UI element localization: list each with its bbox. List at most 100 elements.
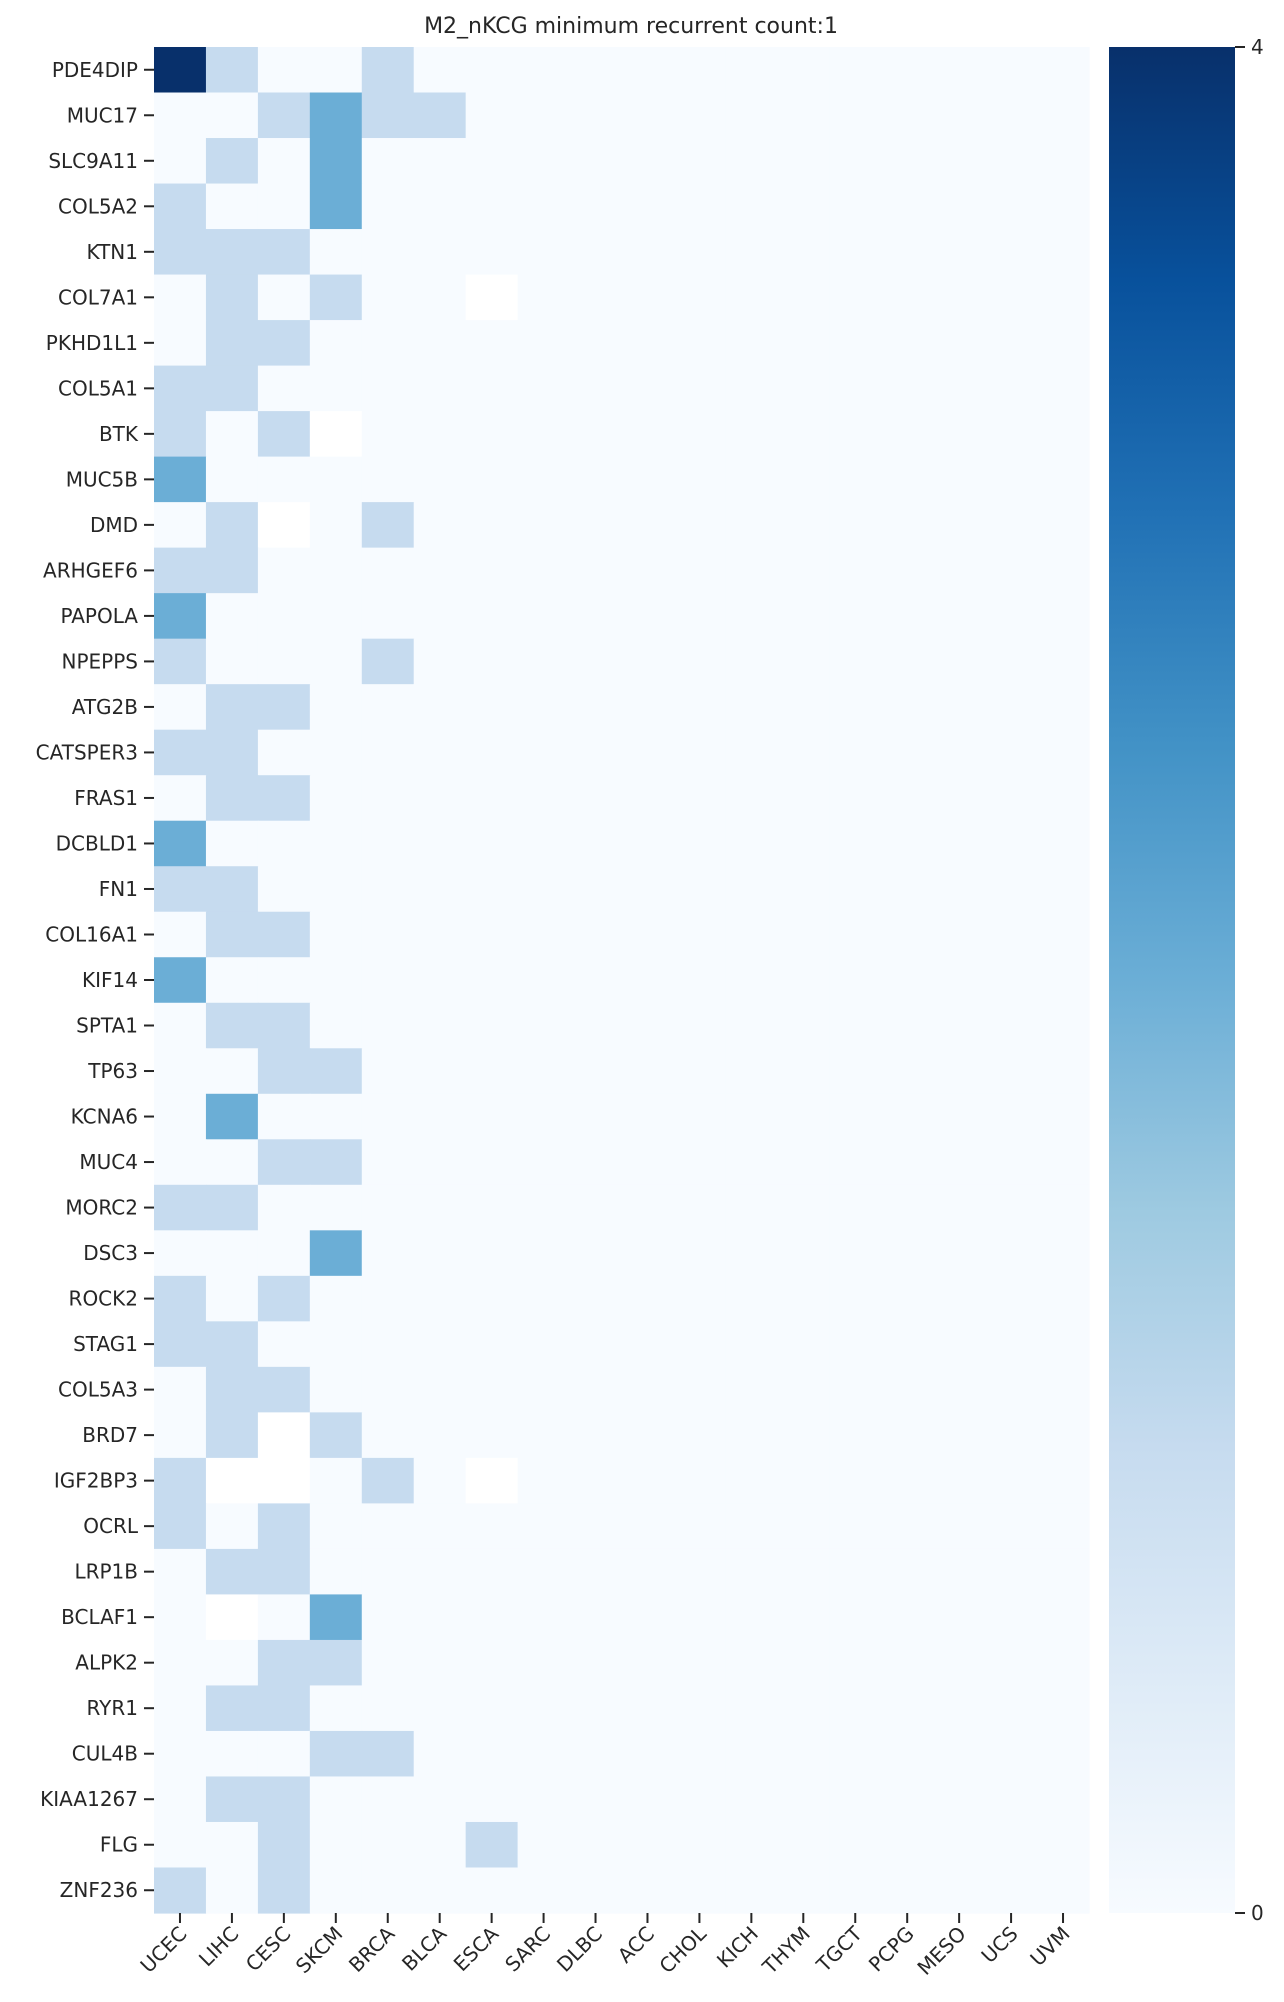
heatmap-cell xyxy=(881,547,934,594)
heatmap-cell xyxy=(569,274,623,321)
heatmap-cell xyxy=(413,1594,467,1641)
heatmap-cell xyxy=(881,1002,934,1049)
heatmap-cell xyxy=(673,502,726,549)
heatmap-cell xyxy=(257,593,311,640)
heatmap-cell xyxy=(569,1776,623,1823)
heatmap-cell xyxy=(777,593,830,640)
heatmap-cell xyxy=(413,229,467,276)
heatmap-cell xyxy=(517,866,571,913)
heatmap-cell xyxy=(465,1776,519,1823)
heatmap-cell xyxy=(829,1685,882,1732)
heatmap-cell xyxy=(777,1867,830,1914)
heatmap-cell xyxy=(829,502,882,549)
heatmap-cell xyxy=(309,1594,363,1641)
heatmap-cell xyxy=(1037,138,1090,185)
heatmap-cell xyxy=(777,183,830,230)
heatmap-cell xyxy=(413,138,467,185)
heatmap-cell xyxy=(361,1230,415,1277)
heatmap-cell xyxy=(881,456,934,503)
heatmap-cell xyxy=(725,1321,778,1368)
heatmap-cell xyxy=(465,1867,519,1914)
heatmap-cell xyxy=(881,183,934,230)
heatmap-cell xyxy=(725,547,778,594)
heatmap-cell xyxy=(465,1594,519,1641)
heatmap-cell xyxy=(777,1048,830,1095)
heatmap-cell xyxy=(413,274,467,321)
heatmap-cell xyxy=(777,411,830,458)
y-tick-label: KIAA1267 xyxy=(40,1787,138,1811)
heatmap-cell xyxy=(569,138,623,185)
heatmap-cell xyxy=(154,1230,207,1277)
x-tick-label: TGCT xyxy=(811,1921,867,1977)
heatmap-cell xyxy=(569,866,623,913)
heatmap-cell xyxy=(569,411,623,458)
heatmap-cell xyxy=(154,775,207,822)
heatmap-cell xyxy=(1037,1002,1090,1049)
heatmap-cell xyxy=(465,183,519,230)
heatmap-cell xyxy=(154,547,207,594)
heatmap-cell xyxy=(985,911,1038,958)
heatmap-cell xyxy=(621,547,675,594)
heatmap-cell xyxy=(465,1548,519,1596)
heatmap-cell xyxy=(257,1867,311,1914)
x-tick-label: SARC xyxy=(500,1922,555,1977)
heatmap-cell xyxy=(517,1457,571,1504)
heatmap-cell xyxy=(985,1093,1038,1140)
heatmap-cell xyxy=(1037,183,1090,230)
heatmap-cell xyxy=(413,1412,467,1459)
heatmap-cell xyxy=(725,775,778,822)
heatmap-cell xyxy=(517,1639,571,1687)
heatmap-cell xyxy=(465,547,519,594)
heatmap-cell xyxy=(985,547,1038,594)
x-tick-label: DLBC xyxy=(552,1922,607,1977)
heatmap-cell xyxy=(725,1184,778,1231)
heatmap-cell xyxy=(309,729,363,776)
heatmap-cell xyxy=(777,1548,830,1596)
heatmap-cell xyxy=(413,1002,467,1049)
heatmap-cell xyxy=(154,138,207,185)
chart-title: M2_nKCG minimum recurrent count:1 xyxy=(424,14,838,39)
heatmap-cell xyxy=(309,775,363,822)
heatmap-cell xyxy=(673,1412,726,1459)
heatmap-cell xyxy=(725,411,778,458)
heatmap-cell xyxy=(985,183,1038,230)
heatmap-cell xyxy=(1037,456,1090,503)
heatmap-cell xyxy=(829,1321,882,1368)
heatmap-cell xyxy=(933,456,986,503)
heatmap-cell xyxy=(361,274,415,321)
heatmap-cell xyxy=(413,866,467,913)
heatmap-cell xyxy=(985,411,1038,458)
heatmap-cell xyxy=(517,1867,571,1914)
heatmap-cell xyxy=(621,957,675,1004)
heatmap-cell xyxy=(985,1412,1038,1459)
heatmap-cell xyxy=(881,1867,934,1914)
heatmap-cell xyxy=(569,1548,623,1596)
heatmap-cell xyxy=(621,274,675,321)
heatmap-cell xyxy=(1037,92,1090,139)
heatmap-cell xyxy=(517,911,571,958)
heatmap-cell xyxy=(829,138,882,185)
x-tick-label: ACC xyxy=(613,1922,659,1968)
heatmap-cell xyxy=(413,547,467,594)
heatmap-cell xyxy=(777,820,830,867)
heatmap-cell xyxy=(1037,593,1090,640)
heatmap-cell xyxy=(829,411,882,458)
heatmap-cell xyxy=(465,320,519,367)
heatmap-cell xyxy=(465,1002,519,1049)
heatmap-cell xyxy=(985,92,1038,139)
y-tick-label: DCBLD1 xyxy=(56,831,138,855)
heatmap-cell xyxy=(154,1275,207,1322)
heatmap-cell xyxy=(569,1184,623,1231)
y-tick-label: ROCK2 xyxy=(69,1287,138,1311)
heatmap-cell xyxy=(361,729,415,776)
heatmap-cell xyxy=(829,1048,882,1095)
heatmap-cell xyxy=(361,1594,415,1641)
heatmap-cell xyxy=(361,320,415,367)
heatmap-cell xyxy=(673,456,726,503)
heatmap-cell xyxy=(621,47,675,94)
heatmap-cell xyxy=(361,47,415,94)
heatmap-cell xyxy=(829,1821,882,1869)
heatmap-cell xyxy=(985,1776,1038,1823)
heatmap-cell xyxy=(829,1639,882,1687)
heatmap-cell xyxy=(725,320,778,367)
